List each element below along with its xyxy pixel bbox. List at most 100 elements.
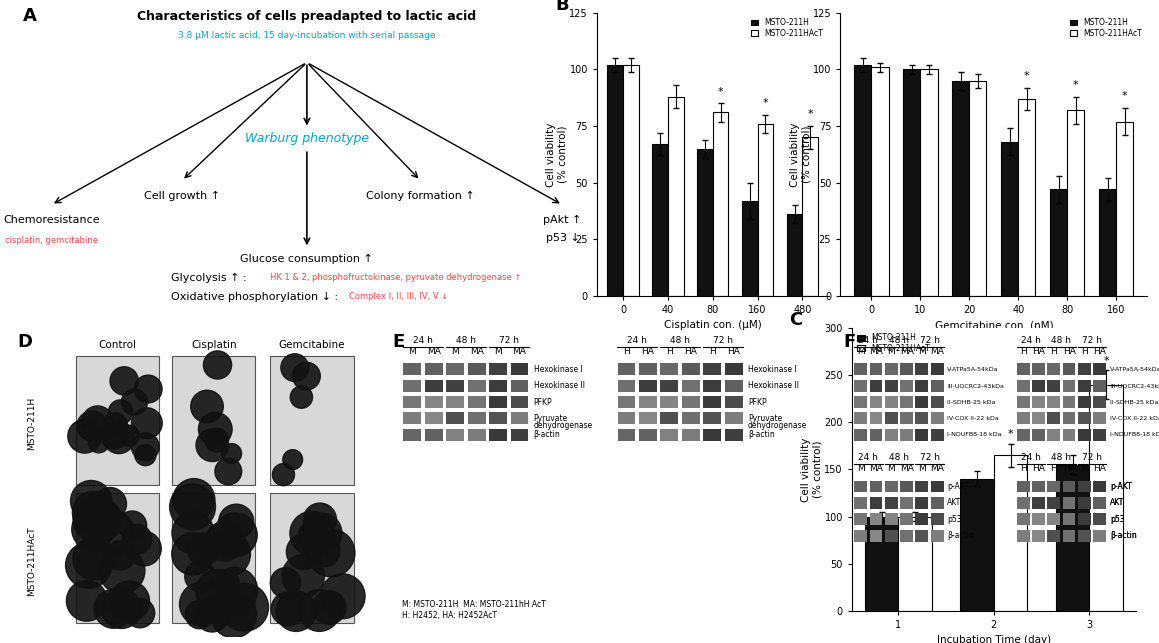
Bar [865,516,898,611]
Text: MA: MA [869,464,883,473]
Bar [607,65,624,296]
Bar [489,396,506,408]
Point [183,502,202,512]
Bar [681,380,700,392]
Bar [885,363,897,375]
Point [313,528,331,538]
Bar [1093,380,1106,392]
Bar [425,380,443,392]
Text: M: M [494,347,502,356]
Text: HA: HA [1032,347,1045,356]
Bar [931,396,943,408]
Point [322,548,341,558]
Bar [1089,385,1123,611]
X-axis label: Cisplatin con. (μM): Cisplatin con. (μM) [664,320,761,331]
Point [101,499,119,509]
Bar [901,497,913,509]
Point [203,440,221,450]
Text: HA: HA [1063,464,1076,473]
Text: M: M [918,347,926,356]
Text: Hexokinase I: Hexokinase I [534,365,583,374]
Bar [854,413,867,424]
Bar [661,413,678,424]
Bar [1078,481,1091,493]
Bar [1093,481,1106,493]
Point [111,407,130,417]
Text: β-actin: β-actin [534,430,561,439]
Bar [681,413,700,424]
Point [206,424,225,434]
Bar [724,429,743,440]
Point [85,554,103,564]
Bar [1016,413,1029,424]
Text: cisplatin, gemcitabine: cisplatin, gemcitabine [5,236,97,245]
Bar [639,380,657,392]
Bar [489,363,506,375]
Bar [681,396,700,408]
Text: MA: MA [869,347,883,356]
Bar [1050,190,1067,296]
Bar [653,144,668,296]
Bar [931,530,943,541]
Text: M: M [857,464,865,473]
Point [334,591,352,601]
Point [184,528,203,538]
Bar [885,380,897,392]
Text: 24 h: 24 h [413,336,433,345]
Text: AKT: AKT [1110,498,1124,507]
Point [311,514,329,525]
Point [209,360,227,370]
Bar [1033,363,1045,375]
Bar [1063,530,1076,541]
Bar [854,530,867,541]
Point [216,536,234,547]
Bar [1048,413,1060,424]
Bar [869,530,882,541]
Bar [618,413,635,424]
Bar [931,363,943,375]
Bar [854,363,867,375]
Bar [510,363,529,375]
Point [184,494,203,505]
Bar [901,413,913,424]
Point [79,560,97,570]
Point [297,371,315,381]
Text: E: E [393,332,404,350]
Text: H: H [1081,347,1088,356]
Point [110,433,129,443]
Bar [704,396,721,408]
Bar [901,481,913,493]
Text: HA: HA [1093,464,1106,473]
Point [136,442,154,452]
Point [190,610,209,620]
Point [235,602,254,612]
Bar [901,530,913,541]
Text: MA: MA [427,347,440,356]
Bar [1078,497,1091,509]
Text: MA: MA [931,347,945,356]
Bar [75,493,159,622]
Text: D: D [17,332,32,350]
Point [192,599,211,610]
Bar [901,429,913,440]
Text: II-SDHB-25 kDa: II-SDHB-25 kDa [947,399,996,404]
Text: 48 h: 48 h [889,336,909,345]
Bar [898,516,932,611]
Point [89,437,108,448]
Text: II-SDHB-25 kDa: II-SDHB-25 kDa [1110,399,1158,404]
Bar [446,363,464,375]
Text: M: M [451,347,459,356]
Point [284,455,302,465]
Bar [639,363,657,375]
Bar [1048,429,1060,440]
Bar [704,363,721,375]
Bar [75,356,159,485]
Bar [661,380,678,392]
Text: Control: Control [99,340,137,350]
Text: HA: HA [1063,347,1076,356]
Bar [1116,122,1134,296]
Bar [869,513,882,525]
Bar [854,513,867,525]
Text: MSTO-211HAcT: MSTO-211HAcT [28,526,36,596]
Text: PFKP: PFKP [534,397,553,406]
